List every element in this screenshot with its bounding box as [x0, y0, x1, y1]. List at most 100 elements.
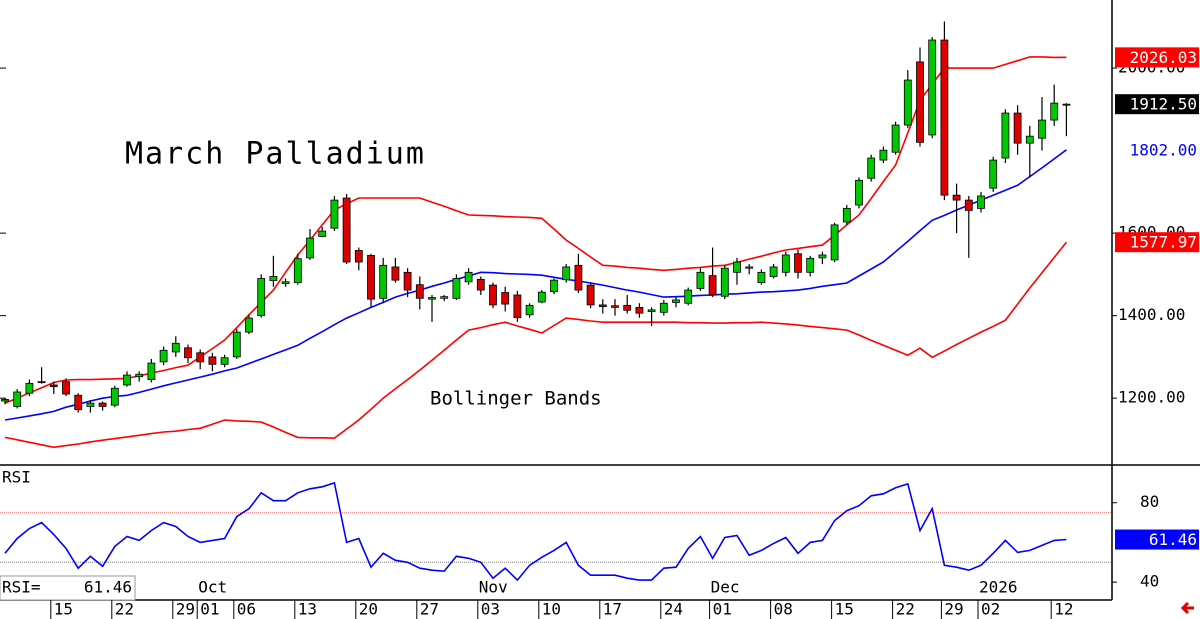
x-tick-label: 02 — [981, 600, 1000, 619]
period-label: Oct — [198, 578, 227, 597]
scroll-arrow[interactable] — [1180, 601, 1194, 615]
value-badge-label: 1577.97 — [1130, 233, 1197, 252]
value-badge-label: 1802.00 — [1130, 140, 1197, 159]
candle-body — [672, 299, 680, 303]
candle-body — [720, 267, 729, 297]
candle-body — [318, 230, 327, 237]
value-badge-label: 2026.03 — [1130, 48, 1197, 67]
candle-body — [501, 292, 510, 305]
candle-body — [476, 278, 485, 291]
candle-body — [550, 279, 558, 293]
candle-body — [452, 278, 461, 299]
candle-body — [1062, 103, 1071, 106]
x-tick-label: 10 — [542, 600, 561, 619]
x-tick-label: 01 — [713, 600, 732, 619]
line-series — [4, 56, 1067, 404]
line-series — [4, 241, 1068, 449]
candle-body — [379, 264, 388, 299]
x-tick-label: 24 — [664, 600, 683, 619]
candle-body — [98, 402, 107, 407]
candle-body — [757, 271, 766, 284]
candle-body — [245, 317, 253, 333]
candle-body — [940, 39, 949, 196]
candle-body — [562, 266, 571, 281]
candle-body — [977, 195, 985, 209]
x-tick-label: 06 — [237, 600, 256, 619]
x-tick-label: 01 — [200, 600, 219, 619]
period-label: Nov — [479, 578, 508, 597]
candle-body — [611, 305, 619, 308]
candle-body — [830, 224, 839, 261]
candle-body — [537, 291, 546, 303]
x-tick-label: 17 — [603, 600, 622, 619]
rsi-readout-label: RSI= — [2, 578, 41, 597]
candle-body — [293, 258, 302, 284]
candle-body — [110, 387, 119, 406]
candle-body — [330, 199, 339, 229]
annotation: Bollinger Bands — [430, 388, 602, 410]
candle-body — [13, 391, 22, 407]
candle-body — [37, 381, 46, 384]
candle-body — [464, 271, 473, 283]
candle-body — [708, 275, 717, 296]
candle-body — [232, 331, 241, 358]
candle-body — [184, 347, 192, 359]
y-tick-label: 1200.00 — [1118, 388, 1185, 407]
candle-body — [733, 261, 741, 273]
candle-body — [489, 284, 497, 306]
candle-body — [415, 284, 424, 299]
rsi-readout-value: 61.46 — [84, 578, 132, 597]
candle-body — [86, 402, 95, 407]
candle-body — [769, 266, 778, 277]
x-tick-label: 22 — [115, 600, 134, 619]
candle-body — [806, 257, 815, 273]
x-tick-label: 15 — [54, 600, 73, 619]
candle-body — [952, 194, 961, 201]
candle-body — [135, 373, 144, 378]
candle-body — [513, 294, 522, 319]
period-label: Dec — [711, 578, 740, 597]
candle-body — [574, 264, 583, 291]
candle-body — [306, 237, 314, 259]
value-badge — [1115, 94, 1199, 115]
period-label: 2026 — [979, 578, 1018, 597]
candle-body — [635, 306, 644, 314]
x-tick-label: 22 — [896, 600, 915, 619]
chart-title: March Palladium — [125, 137, 426, 172]
candle-body — [891, 124, 900, 153]
candle-body — [525, 304, 534, 316]
value-badge-label: 61.46 — [1149, 530, 1197, 549]
candle-body — [257, 278, 266, 317]
candle-body — [159, 349, 168, 363]
candle-body — [684, 289, 693, 304]
x-tick-label: 20 — [359, 600, 378, 619]
candle-body — [964, 199, 973, 211]
candle-body — [1050, 102, 1059, 121]
y-tick-label: 1400.00 — [1118, 305, 1185, 324]
rsi-title: RSI — [2, 468, 31, 487]
candle-body — [62, 381, 70, 395]
candle-body — [818, 254, 827, 259]
candle-body — [220, 357, 229, 365]
candle-body — [647, 309, 656, 312]
candle-body — [147, 362, 156, 380]
candle-body — [74, 394, 83, 411]
candle-body — [1013, 112, 1022, 144]
candle-body — [354, 250, 363, 263]
candle-body — [391, 266, 400, 281]
x-tick-label: 27 — [420, 600, 439, 619]
candle-body — [794, 253, 802, 273]
candle-body — [428, 297, 436, 300]
candle-body — [440, 296, 449, 299]
candle-body — [281, 281, 290, 284]
candle-body — [1, 398, 9, 402]
x-tick-label: 12 — [1054, 600, 1073, 619]
candle-body — [916, 61, 924, 143]
candle-body — [1025, 135, 1034, 144]
value-badge — [1115, 529, 1199, 550]
candle-body — [842, 207, 851, 223]
candle-body — [49, 384, 58, 388]
candle-body — [25, 382, 34, 394]
